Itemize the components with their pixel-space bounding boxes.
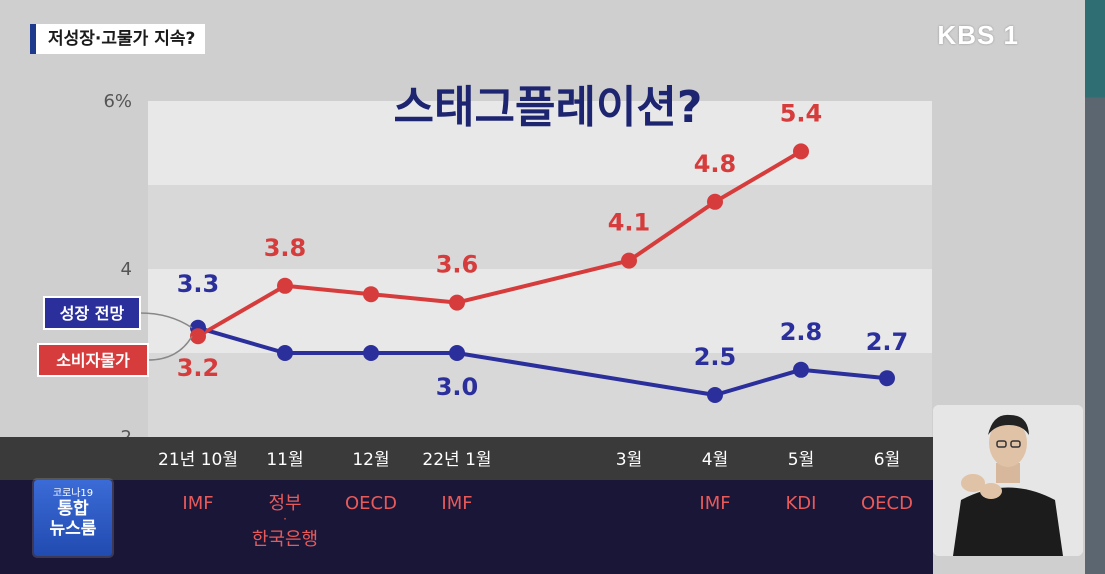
x-category-label: 11월 xyxy=(266,450,303,470)
source-label: KDI xyxy=(786,493,817,514)
program-badge-line1: 코로나19 xyxy=(52,488,94,499)
data-point xyxy=(621,252,637,269)
data-point xyxy=(449,345,465,361)
data-label: 2.5 xyxy=(694,343,737,371)
data-point xyxy=(879,370,895,387)
data-point xyxy=(363,286,379,303)
source-label: IMF xyxy=(441,493,472,514)
x-category-label: 3월 xyxy=(616,450,642,470)
data-label: 3.8 xyxy=(264,234,307,262)
data-label: 3.2 xyxy=(177,354,220,382)
y-tick-label: 4 xyxy=(121,259,132,280)
x-category-label: 21년 10월 xyxy=(158,450,238,470)
x-category-label: 5월 xyxy=(788,450,814,470)
sign-language-interpreter xyxy=(933,405,1083,556)
data-label: 2.7 xyxy=(866,328,909,356)
grid-band xyxy=(148,185,932,269)
interpreter-figure-icon xyxy=(933,405,1083,556)
data-label: 4.1 xyxy=(608,209,651,237)
legend-connector xyxy=(139,312,193,329)
data-point xyxy=(793,361,809,378)
data-point xyxy=(793,143,809,160)
data-point xyxy=(449,294,465,311)
data-label: 4.8 xyxy=(694,150,737,178)
x-category-label: 6월 xyxy=(874,450,900,470)
legend-label: 소비자물가 xyxy=(56,351,130,370)
program-badge-line2: 통합 xyxy=(57,499,89,519)
legend-box xyxy=(43,296,141,330)
source-band xyxy=(0,480,933,574)
source-label: OECD xyxy=(861,493,913,514)
program-badge-line3: 뉴스룸 xyxy=(49,519,97,539)
data-label: 3.6 xyxy=(436,251,479,279)
data-label: 2.8 xyxy=(780,318,823,346)
data-label: 3.3 xyxy=(177,270,220,298)
legend-connector xyxy=(147,335,193,361)
program-badge: 코로나19 통합 뉴스룸 xyxy=(34,480,112,556)
data-point xyxy=(707,387,723,403)
data-point xyxy=(277,345,293,361)
data-point xyxy=(363,345,379,361)
data-label: 5.4 xyxy=(780,99,823,127)
broadcaster-logo: KBS 1 xyxy=(937,20,1019,50)
category-band xyxy=(0,437,933,480)
x-category-label: 12월 xyxy=(352,450,389,470)
grid-band xyxy=(148,101,932,185)
source-label: · xyxy=(283,512,287,526)
data-point xyxy=(190,328,206,345)
x-category-label: 4월 xyxy=(702,450,728,470)
source-label: 정부 xyxy=(268,493,301,514)
source-label: IMF xyxy=(699,493,730,514)
source-label: OECD xyxy=(345,493,397,514)
legend-label: 성장 전망 xyxy=(60,304,125,323)
chart-title: 스태그플레이션? xyxy=(394,82,703,133)
legend-box xyxy=(37,343,149,377)
data-point xyxy=(277,277,293,294)
y-tick-label: 6% xyxy=(103,91,132,112)
topic-banner: 저성장·고물가 지속? xyxy=(30,24,206,54)
data-label: 3.0 xyxy=(436,373,479,401)
source-label: IMF xyxy=(182,493,213,514)
data-point xyxy=(707,193,723,210)
x-category-label: 22년 1월 xyxy=(422,450,491,470)
source-label: 한국은행 xyxy=(252,529,318,550)
side-bar xyxy=(1085,0,1105,574)
